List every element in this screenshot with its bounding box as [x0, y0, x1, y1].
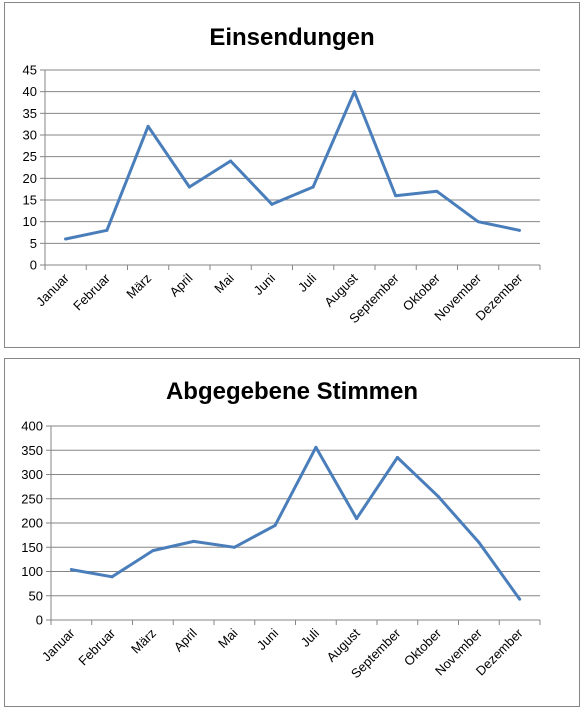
x-tick-label: März — [128, 626, 159, 657]
chart-title: Einsendungen — [209, 24, 374, 51]
y-tick-label: 50 — [29, 588, 43, 603]
data-point — [270, 202, 274, 206]
data-point — [229, 159, 233, 163]
data-point — [110, 575, 114, 579]
chart-einsendungen: Einsendungen 0 5 10 15 20 25 30 35 40 45 Januar Febr… — [4, 2, 580, 348]
data-point — [151, 549, 155, 553]
y-tick-label: 0 — [30, 258, 37, 273]
y-tick-label: 150 — [21, 540, 43, 555]
data-point — [105, 228, 109, 232]
x-tick-label: Februar — [75, 625, 118, 668]
data-point — [435, 189, 439, 193]
data-point — [311, 185, 315, 189]
y-tick-label: 250 — [21, 491, 43, 506]
y-tick-label: 5 — [30, 236, 37, 251]
y-tick-label: 0 — [36, 613, 43, 628]
data-point — [192, 539, 196, 543]
data-point — [352, 90, 356, 94]
x-tick-label: Juni — [254, 625, 282, 653]
x-tick-label: Juli — [295, 270, 319, 294]
data-point — [187, 185, 191, 189]
y-tick-label: 45 — [23, 63, 37, 78]
data-point — [64, 237, 68, 241]
y-tick-label: 10 — [23, 214, 37, 229]
chart-abgegebene-stimmen: Abgegebene Stimmen 0 50 100 150 200 250 300 350 4… — [4, 358, 580, 707]
x-tick-label: April — [166, 270, 195, 299]
data-point — [394, 194, 398, 198]
data-point — [477, 540, 481, 544]
x-tick-label: Januar — [33, 270, 72, 309]
x-tick-label: Juni — [251, 270, 279, 298]
series-line — [64, 90, 521, 241]
data-point — [69, 568, 73, 572]
x-tick-label: August — [321, 270, 360, 309]
data-point — [355, 517, 359, 521]
y-tick-label: 20 — [23, 171, 37, 186]
data-point — [517, 228, 521, 232]
y-tick-label: 15 — [23, 193, 37, 208]
y-tick-label: 35 — [23, 106, 37, 121]
data-point — [436, 494, 440, 498]
x-tick-label: Januar — [39, 625, 78, 664]
y-tick-label: 400 — [21, 419, 43, 434]
data-point — [395, 456, 399, 460]
data-point — [232, 545, 236, 549]
series-line — [69, 445, 522, 601]
y-tick-label: 30 — [23, 128, 37, 143]
x-tick-label: August — [324, 625, 363, 664]
y-tick-label: 100 — [21, 564, 43, 579]
data-point — [273, 523, 277, 527]
data-point — [476, 220, 480, 224]
y-tick-label: 350 — [21, 443, 43, 458]
data-point — [146, 124, 150, 128]
x-tick-label: Mai — [211, 270, 236, 295]
data-point — [518, 597, 522, 601]
x-tick-label: Februar — [70, 270, 113, 313]
x-tick-label: April — [171, 625, 200, 654]
x-tick-label: Mai — [215, 625, 240, 650]
y-tick-label: 25 — [23, 149, 37, 164]
x-tick-label: März — [123, 271, 154, 302]
data-point — [314, 445, 318, 449]
chart-title: Abgegebene Stimmen — [166, 378, 418, 405]
y-tick-label: 40 — [23, 84, 37, 99]
y-tick-label: 300 — [21, 467, 43, 482]
chart-einsendungen-svg: Einsendungen 0 5 10 15 20 25 30 35 40 45 JanuarFebr… — [23, 24, 541, 326]
y-tick-label: 200 — [21, 516, 43, 531]
chart-abgegebene-stimmen-svg: Abgegebene Stimmen 0 50 100 150 200 250 300 350 4… — [21, 378, 541, 681]
x-tick-label: Juli — [298, 625, 322, 649]
